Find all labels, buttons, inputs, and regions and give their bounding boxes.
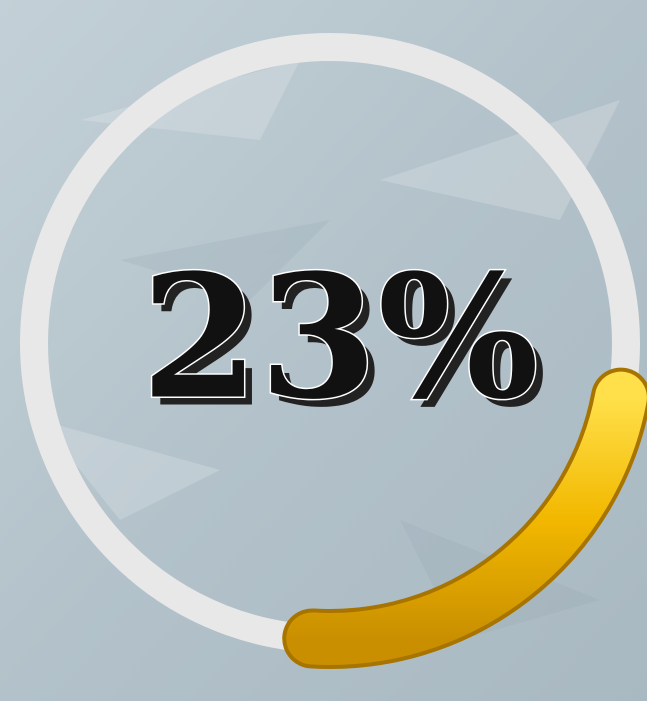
percent-label: 23%	[141, 238, 539, 438]
page: {"progress": {"value": 23, "label": "23%…	[0, 0, 647, 701]
progress-widget: 23% 23%	[0, 0, 647, 701]
